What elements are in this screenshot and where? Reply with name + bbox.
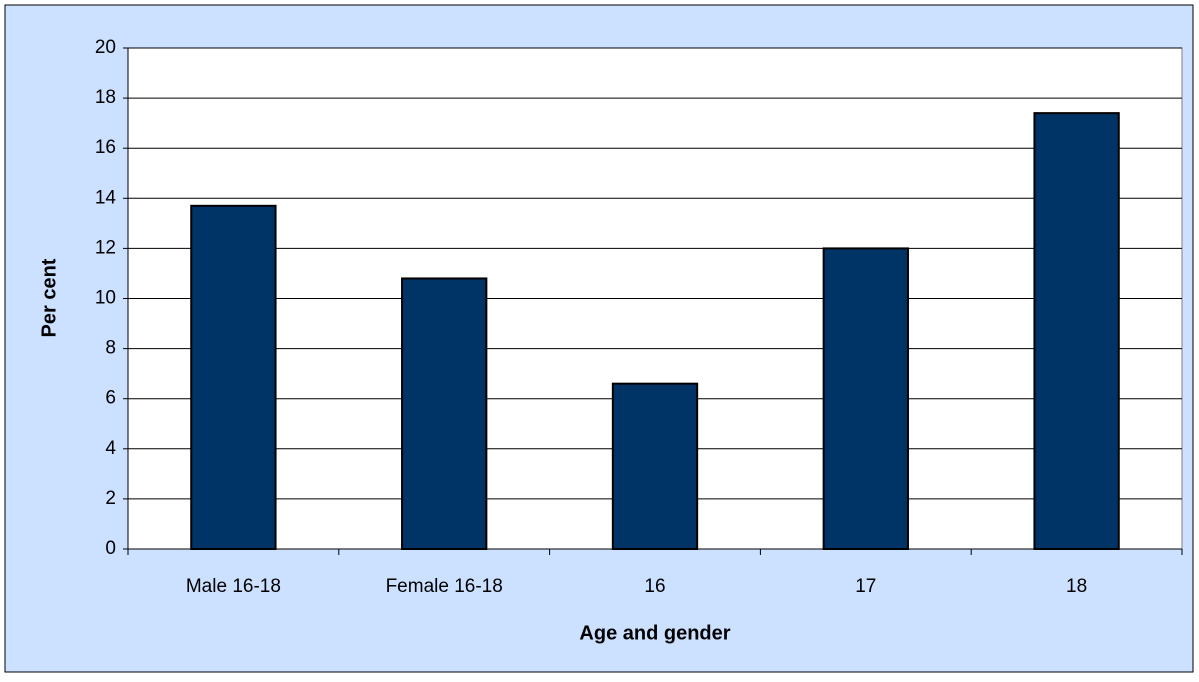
y-tick-label: 20 bbox=[95, 37, 116, 58]
x-axis-title: Age and gender bbox=[579, 622, 730, 644]
x-tick-label: Female 16-18 bbox=[386, 576, 503, 597]
y-tick-label: 14 bbox=[95, 187, 117, 208]
bar bbox=[190, 204, 277, 550]
x-tick-label: 18 bbox=[1066, 576, 1087, 597]
y-tick-label: 10 bbox=[95, 288, 116, 309]
y-tick-label: 12 bbox=[95, 237, 116, 258]
y-axis-title: Per cent bbox=[38, 258, 60, 337]
bar bbox=[822, 247, 909, 550]
y-tick-label: 18 bbox=[95, 87, 116, 108]
y-tick-label: 6 bbox=[105, 388, 116, 409]
y-tick-label: 0 bbox=[105, 538, 116, 559]
bar bbox=[401, 277, 488, 550]
y-tick-label: 2 bbox=[105, 488, 116, 509]
bar bbox=[611, 382, 699, 551]
y-tick-label: 4 bbox=[105, 438, 116, 459]
x-tick-label: 16 bbox=[644, 576, 665, 597]
x-tick-label: 17 bbox=[855, 576, 876, 597]
x-tick-label: Male 16-18 bbox=[186, 576, 281, 597]
y-tick-label: 8 bbox=[105, 338, 116, 359]
y-tick-label: 16 bbox=[95, 137, 116, 158]
bar bbox=[1033, 112, 1120, 550]
